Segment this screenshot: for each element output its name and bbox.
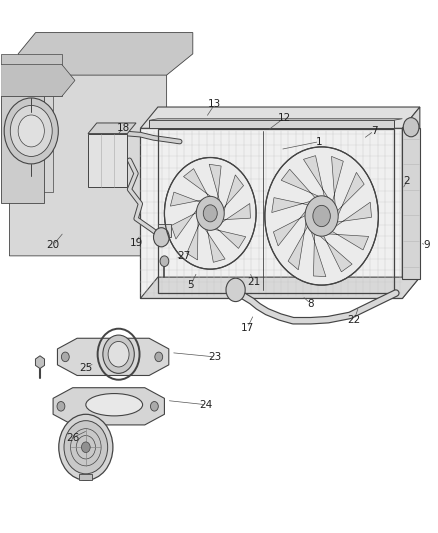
Circle shape	[4, 98, 58, 164]
Text: 21: 21	[247, 278, 261, 287]
Circle shape	[226, 278, 245, 302]
Text: 1: 1	[316, 136, 323, 147]
Polygon shape	[1, 86, 44, 203]
Circle shape	[81, 442, 90, 453]
Circle shape	[155, 352, 162, 362]
Polygon shape	[325, 230, 369, 250]
Text: 7: 7	[371, 126, 377, 136]
Circle shape	[313, 205, 330, 227]
Circle shape	[196, 196, 224, 230]
Circle shape	[64, 421, 108, 474]
Polygon shape	[209, 164, 221, 207]
Polygon shape	[336, 172, 364, 220]
Circle shape	[403, 118, 419, 137]
Circle shape	[61, 352, 69, 362]
Text: 13: 13	[208, 99, 221, 109]
Polygon shape	[53, 387, 164, 425]
Polygon shape	[187, 215, 200, 260]
Polygon shape	[158, 224, 171, 237]
Polygon shape	[217, 204, 251, 225]
Text: 20: 20	[46, 240, 60, 250]
Text: 22: 22	[348, 314, 361, 325]
Text: 12: 12	[278, 112, 291, 123]
Polygon shape	[35, 356, 45, 368]
Polygon shape	[222, 175, 244, 217]
Polygon shape	[171, 205, 200, 239]
Ellipse shape	[86, 393, 143, 416]
Polygon shape	[149, 120, 394, 128]
Circle shape	[103, 335, 134, 373]
Circle shape	[305, 196, 338, 236]
Text: 26: 26	[66, 433, 79, 443]
Polygon shape	[209, 227, 246, 248]
Text: 17: 17	[241, 322, 254, 333]
Polygon shape	[10, 43, 166, 256]
Text: 25: 25	[79, 362, 92, 373]
Text: 27: 27	[177, 251, 191, 261]
Polygon shape	[273, 207, 309, 246]
Text: 8: 8	[307, 298, 314, 309]
Circle shape	[59, 414, 113, 480]
Text: 18: 18	[117, 123, 130, 133]
Circle shape	[150, 401, 158, 411]
Circle shape	[57, 401, 65, 411]
Circle shape	[203, 205, 217, 222]
Polygon shape	[79, 474, 92, 480]
Circle shape	[265, 147, 378, 285]
Circle shape	[160, 256, 169, 266]
Text: 5: 5	[187, 280, 194, 290]
Circle shape	[108, 342, 129, 367]
Polygon shape	[310, 227, 326, 277]
Polygon shape	[304, 156, 331, 201]
Polygon shape	[402, 203, 403, 224]
Polygon shape	[403, 107, 420, 298]
Circle shape	[18, 115, 44, 147]
Polygon shape	[1, 54, 62, 96]
Polygon shape	[5, 70, 53, 192]
Polygon shape	[18, 33, 193, 75]
Circle shape	[164, 158, 256, 269]
Polygon shape	[281, 169, 323, 199]
Polygon shape	[332, 202, 371, 229]
Polygon shape	[88, 134, 127, 187]
Text: 19: 19	[129, 238, 143, 247]
Polygon shape	[1, 64, 75, 96]
Circle shape	[11, 106, 52, 157]
Polygon shape	[149, 119, 403, 120]
Polygon shape	[141, 128, 403, 298]
Polygon shape	[202, 224, 225, 262]
Text: 24: 24	[199, 400, 212, 410]
Polygon shape	[170, 192, 207, 206]
Text: 23: 23	[208, 352, 221, 362]
Polygon shape	[141, 107, 420, 128]
Text: 2: 2	[403, 176, 410, 187]
Polygon shape	[288, 217, 309, 270]
Polygon shape	[184, 168, 215, 200]
Polygon shape	[316, 233, 352, 272]
Text: 9: 9	[423, 240, 430, 250]
Polygon shape	[141, 277, 420, 298]
Polygon shape	[88, 123, 136, 134]
Circle shape	[153, 228, 169, 247]
Polygon shape	[57, 338, 169, 375]
Polygon shape	[272, 198, 314, 213]
Polygon shape	[403, 128, 420, 279]
Polygon shape	[332, 156, 343, 210]
